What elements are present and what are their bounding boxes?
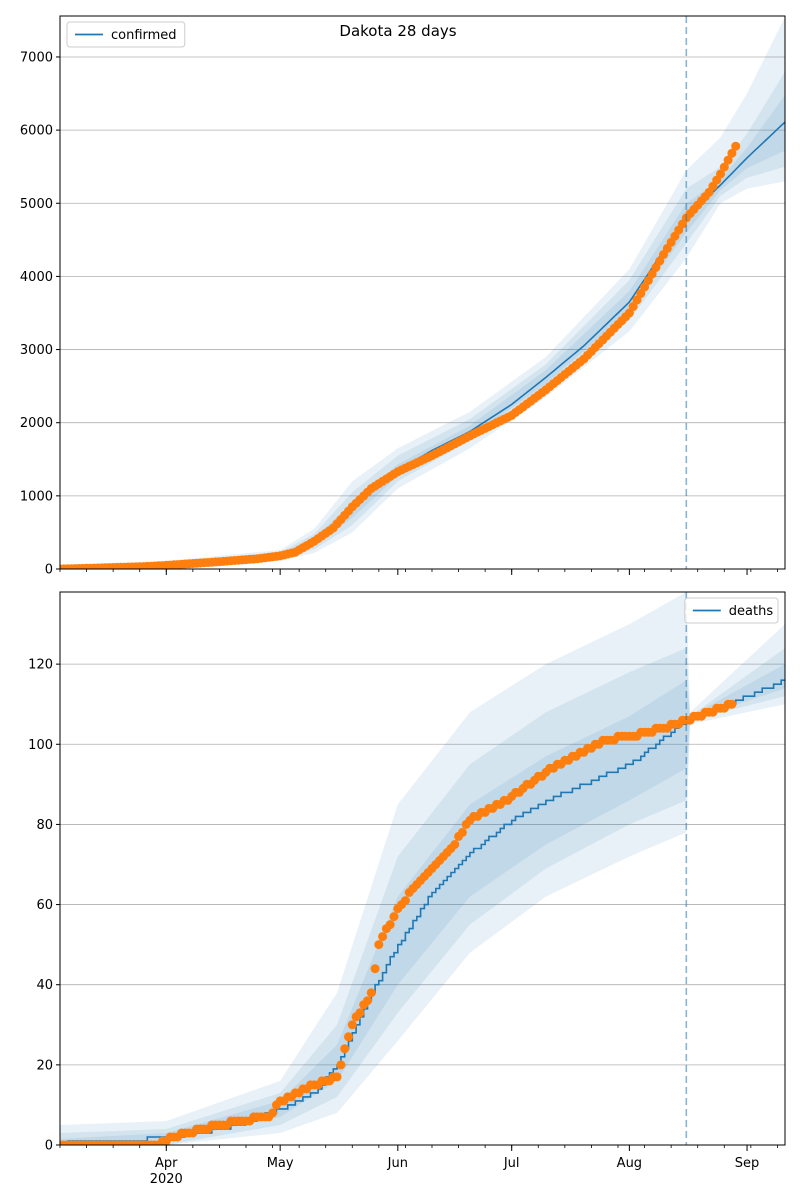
observed-point [400,896,410,906]
observed-point [647,269,657,279]
x-tick-label: Sep [735,1156,760,1171]
chart-title: Dakota 28 days [339,22,456,40]
observed-point [363,996,372,1006]
y-tick-label: 0 [45,563,53,578]
x-tick-label: Jun [387,1156,408,1171]
y-tick-label: 60 [36,898,53,913]
y-tick-label: 80 [36,818,53,833]
observed-point [655,256,665,266]
observed-point [651,263,661,272]
legend-box [66,21,186,48]
observed-point [716,169,725,179]
band-mid [60,71,785,569]
y-axis: 0 1000 2000 3000 4000 5000 6000 7000 [20,50,60,578]
observed-point [731,141,741,151]
grid-lines [60,56,785,497]
observed-point [385,920,395,930]
y-axis: 0 20 40 60 80 100 120 [28,658,60,1154]
legend-box [684,597,779,624]
plot-frame [59,15,786,570]
observed-points [60,699,737,1145]
band-inner [60,95,785,569]
band-outer [60,592,785,1145]
y-tick-label: 1000 [20,489,53,504]
legend-label: deaths [729,604,774,619]
y-tick-label: 40 [36,978,53,993]
observed-point [719,162,729,172]
x-tick-label: Jul [503,1156,520,1171]
legend: confirmed [66,21,186,48]
observed-point [355,1008,365,1018]
band-mid [60,648,785,1145]
plot-area [60,16,785,569]
y-tick-label: 4000 [20,270,53,285]
observed-point [332,1072,342,1082]
y-tick-label: 5000 [20,197,53,212]
observed-point [378,932,388,942]
observed-points [60,141,741,569]
x-axis [59,569,778,575]
observed-point [628,302,638,311]
y-tick-label: 0 [45,1139,53,1154]
observed-point [370,964,380,974]
y-tick-label: 6000 [20,124,53,139]
observed-point [336,1060,346,1070]
x-tick-label: Apr [155,1156,178,1171]
band-inner [60,664,785,1145]
y-tick-label: 2000 [20,416,53,431]
observed-point [727,148,737,158]
observed-point [389,912,399,922]
y-tick-label: 3000 [20,343,53,358]
y-tick-label: 120 [28,658,53,673]
y-tick-label: 100 [28,738,53,753]
observed-point [366,988,376,998]
y-tick-label: 7000 [20,50,53,65]
y-tick-label: 20 [36,1058,53,1073]
observed-point [723,155,733,165]
observed-point [640,282,650,292]
observed-point [347,1020,357,1030]
confirmed-panel: 0 1000 2000 3000 4000 5000 6000 7000 confirmed [20,15,786,578]
x-tick-label: May [267,1156,294,1171]
observed-point [374,940,384,950]
observed-point [344,1032,353,1042]
x-tick-sublabel: 2020 [150,1172,183,1187]
legend-label: confirmed [111,28,177,43]
plot-area [60,592,785,1145]
observed-point [457,827,467,837]
plot-frame [59,591,786,1146]
observed-point [268,1108,278,1118]
grid-lines [60,663,785,1066]
observed-point [632,295,642,305]
observed-point [624,308,634,318]
observed-point [727,699,737,709]
observed-point [340,1044,350,1054]
x-tick-label: Aug [617,1156,642,1171]
observed-point [636,289,646,298]
band-outer [60,16,785,569]
legend: deaths [684,597,779,624]
observed-point [450,840,460,849]
